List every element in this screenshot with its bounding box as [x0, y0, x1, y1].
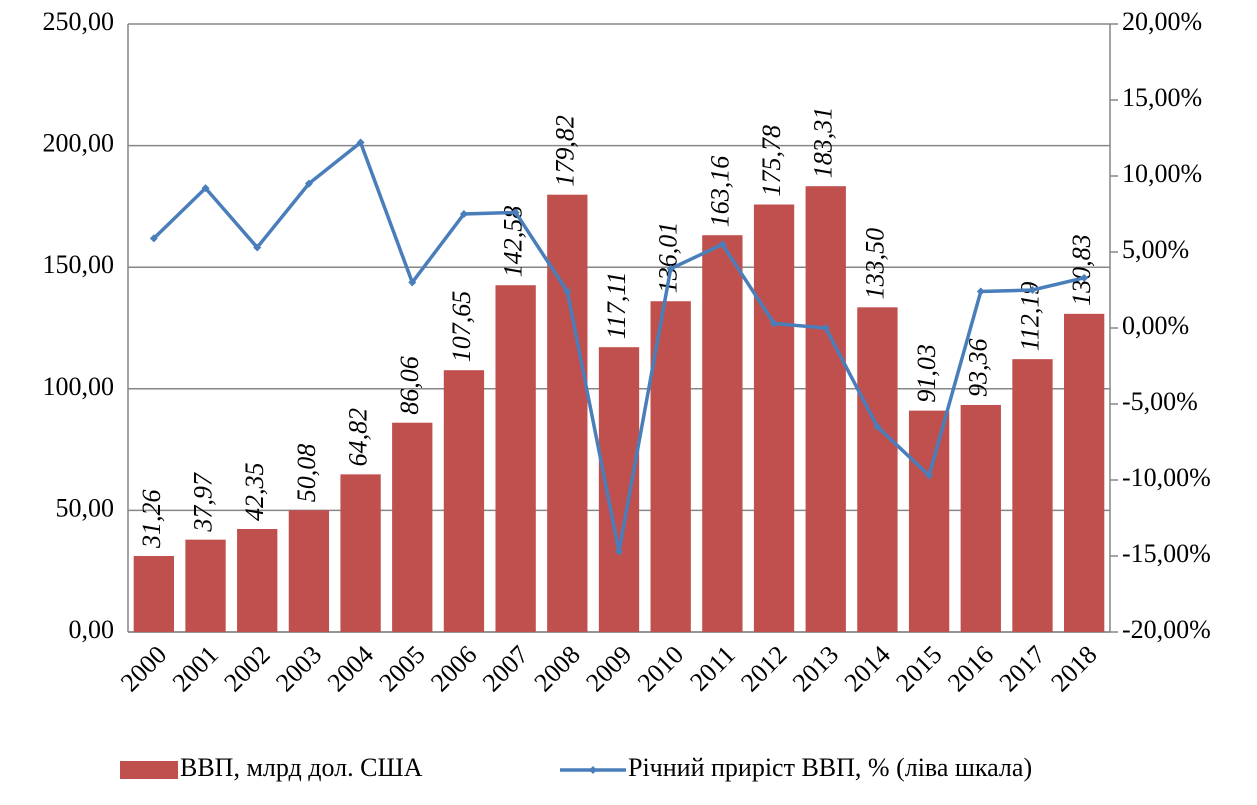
marker: [511, 208, 520, 217]
bar: [908, 410, 950, 632]
y2-tick-label: 10,00%: [1122, 159, 1202, 188]
bar: [960, 404, 1001, 632]
marker: [1080, 273, 1089, 282]
marker: [873, 422, 882, 431]
data-label: 130,83: [1067, 234, 1096, 306]
y2-tick-label: -10,00%: [1122, 463, 1211, 492]
x-tick-label: 2009: [580, 640, 637, 697]
marker: [563, 287, 572, 296]
y-tick-label: 150,00: [43, 250, 115, 279]
bar: [1012, 359, 1053, 632]
x-tick-label: 2004: [322, 640, 379, 697]
y-tick-label: 250,00: [43, 7, 115, 36]
data-label: 117,11: [602, 272, 631, 340]
legend-label: ВВП, млрд дол. США: [180, 753, 423, 782]
bar: [495, 285, 536, 632]
bar: [857, 307, 898, 632]
x-tick-label: 2014: [839, 640, 896, 697]
data-label: 91,03: [912, 344, 941, 403]
data-label: 50,08: [292, 444, 321, 503]
y-tick-label: 0,00: [69, 615, 115, 644]
bar: [702, 235, 743, 632]
x-tick-label: 2000: [115, 640, 172, 697]
x-tick-label: 2007: [477, 640, 534, 697]
y2-tick-label: 5,00%: [1122, 235, 1189, 264]
data-label: 142,58: [499, 206, 528, 278]
marker: [615, 547, 623, 556]
bar: [547, 194, 588, 632]
x-tick-label: 2006: [425, 640, 482, 697]
bar: [598, 347, 640, 632]
data-label: 163,16: [705, 156, 734, 228]
marker: [666, 264, 675, 273]
data-label: 42,35: [240, 463, 269, 522]
data-label: 64,82: [344, 408, 373, 467]
y2-tick-label: -20,00%: [1122, 615, 1211, 644]
bar: [392, 422, 433, 632]
y-tick-label: 50,00: [56, 493, 115, 522]
x-tick-label: 2018: [1045, 640, 1102, 697]
legend-marker: [589, 766, 597, 774]
data-label: 107,65: [447, 291, 476, 363]
y2-tick-label: 15,00%: [1122, 83, 1202, 112]
y2-tick-label: -15,00%: [1122, 539, 1211, 568]
data-label: 37,97: [188, 472, 217, 533]
x-tick-label: 2012: [735, 640, 792, 697]
marker: [408, 278, 417, 287]
data-label: 112,19: [1015, 282, 1044, 352]
marker: [356, 138, 365, 147]
legend-label: Річний приріст ВВП, % (ліва шкала): [628, 753, 1032, 782]
y2-tick-label: -5,00%: [1122, 387, 1198, 416]
y-tick-label: 100,00: [43, 372, 115, 401]
bar: [753, 204, 795, 632]
bar: [185, 539, 226, 632]
x-tick-label: 2001: [167, 640, 224, 697]
x-tick-label: 2011: [684, 640, 741, 697]
data-label: 179,82: [550, 115, 579, 187]
x-tick-label: 2003: [270, 640, 327, 697]
marker: [459, 210, 468, 218]
bar: [443, 370, 485, 632]
x-tick-label: 2002: [218, 640, 275, 697]
marker: [201, 184, 210, 193]
marker: [253, 243, 262, 252]
marker: [304, 179, 313, 188]
x-tick-label: 2010: [632, 640, 689, 697]
bar: [133, 555, 174, 632]
data-label: 183,31: [809, 107, 838, 179]
marker: [821, 324, 830, 332]
x-tick-label: 2017: [994, 640, 1051, 697]
marker: [1028, 286, 1037, 294]
x-tick-label: 2015: [890, 640, 947, 697]
x-tick-label: 2013: [787, 640, 844, 697]
x-tick-label: 2016: [942, 640, 999, 697]
y2-tick-label: 0,00%: [1122, 311, 1189, 340]
bar: [237, 529, 278, 632]
bar: [650, 301, 691, 632]
data-label: 175,78: [757, 125, 786, 197]
marker: [770, 319, 779, 328]
marker: [718, 240, 727, 249]
y2-tick-label: 20,00%: [1122, 7, 1202, 36]
data-label: 86,06: [395, 356, 424, 415]
y-tick-label: 200,00: [43, 129, 115, 158]
data-label: 31,26: [137, 489, 166, 549]
x-tick-label: 2008: [529, 640, 586, 697]
bar: [805, 186, 846, 633]
marker: [976, 287, 985, 296]
data-label: 133,50: [860, 228, 889, 300]
legend-swatch: [120, 761, 178, 779]
bar: [1064, 313, 1105, 632]
bar: [288, 510, 330, 632]
bar: [340, 474, 381, 632]
data-label: 93,36: [964, 338, 993, 397]
marker: [925, 471, 934, 480]
x-tick-label: 2005: [373, 640, 430, 697]
marker: [149, 234, 158, 243]
